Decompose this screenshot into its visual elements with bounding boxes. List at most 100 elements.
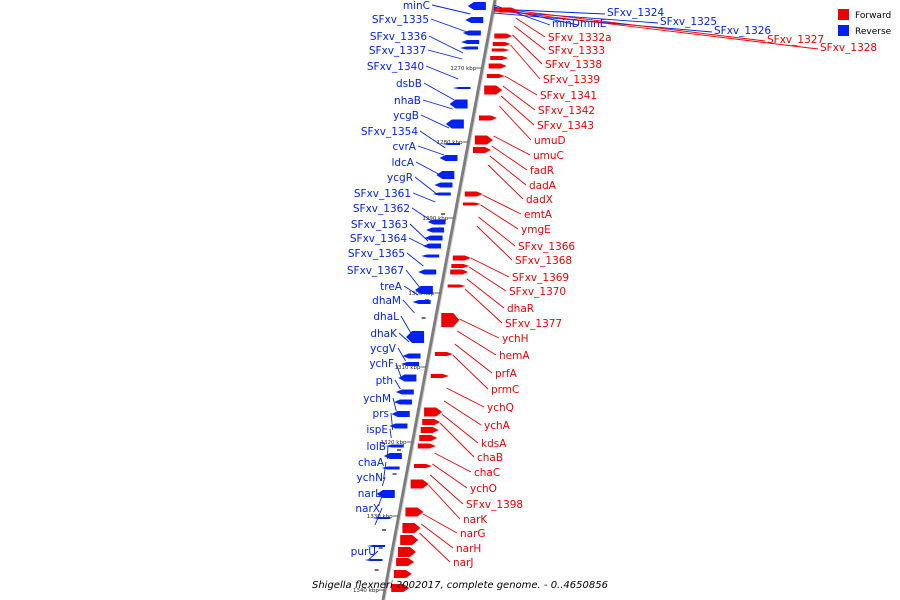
forward-gene-leader	[454, 343, 493, 374]
reverse-gene-arrow	[460, 46, 479, 50]
reverse-gene-arrow	[385, 444, 404, 448]
reverse-gene-leader	[397, 347, 407, 362]
reverse-gene-label: dhaL	[373, 311, 399, 323]
reverse-gene-arrow	[406, 331, 425, 343]
forward-gene-leader	[432, 463, 468, 489]
forward-gene-leader	[482, 194, 522, 215]
forward-gene-label: umuC	[533, 150, 564, 162]
forward-gene-label: SFxv_1369	[512, 272, 569, 284]
reverse-gene-label: SFxv_1365	[348, 248, 405, 260]
reverse-gene-arrow	[445, 119, 464, 129]
reverse-gene-label: cvrA	[393, 141, 417, 153]
kbp-label: 1340 kbp	[353, 588, 379, 594]
forward-gene-arrow	[402, 523, 421, 533]
forward-gene-arrow	[486, 74, 505, 78]
reverse-gene-label: SFxv_1326	[714, 25, 771, 37]
forward-gene-label: SFxv_1368	[515, 255, 572, 267]
forward-gene-arrow	[430, 374, 449, 378]
reverse-gene-leader	[425, 65, 459, 80]
reverse-gene-arrow	[439, 155, 458, 161]
forward-gene-label: ychQ	[487, 402, 514, 414]
forward-gene-label: fadR	[530, 165, 554, 177]
reverse-gene-leader	[395, 362, 403, 381]
forward-gene-label: SFxv_1327	[767, 34, 824, 46]
reverse-gene-leader	[398, 332, 410, 343]
reverse-gene-arrow	[376, 490, 395, 498]
reverse-features: minC SFxv_1335 SFxv_1336 SFxv_1337 SFxv_1340…	[347, 0, 771, 561]
forward-gene-label: kdsA	[481, 438, 507, 450]
forward-gene-leader	[500, 95, 535, 126]
forward-gene-label: SFxv_1338	[545, 59, 602, 71]
reverse-gene-leader	[394, 379, 401, 390]
legend-forward-label: Forward	[855, 11, 891, 21]
reverse-gene-leader	[378, 492, 384, 507]
reverse-gene-leader	[381, 476, 386, 487]
forward-gene-label: SFxv_1377	[505, 318, 562, 330]
forward-gene-leader	[446, 387, 485, 408]
reverse-gene-label: ispE	[366, 424, 388, 436]
forward-gene-label: SFxv_1398	[466, 499, 523, 511]
forward-gene-arrow	[492, 42, 511, 46]
forward-gene-label: narH	[456, 543, 481, 555]
forward-gene-arrow	[451, 264, 470, 268]
reverse-gene-arrow	[401, 362, 420, 366]
reverse-gene-arrow	[424, 235, 443, 241]
reverse-gene-arrow	[442, 143, 461, 145]
forward-gene-label: narK	[463, 514, 488, 526]
forward-gene-leader	[491, 145, 528, 171]
reverse-gene-arrow	[426, 227, 445, 233]
reverse-gene-label: ycgB	[393, 110, 419, 122]
reverse-gene-leader	[392, 397, 397, 412]
reverse-gene-label: SFxv_1337	[369, 45, 426, 57]
reverse-gene-arrow	[423, 243, 442, 249]
reverse-gene-leader	[386, 445, 389, 460]
forward-gene-leader	[420, 523, 454, 549]
forward-gene-label: umuD	[534, 135, 566, 147]
kbp-label: 1290 kbp	[422, 216, 448, 222]
forward-gene-label: chaC	[474, 467, 500, 479]
legend-reverse-swatch	[838, 25, 849, 36]
forward-gene-leader	[434, 452, 472, 473]
forward-gene-leader	[493, 135, 531, 156]
forward-gene-arrow	[488, 63, 507, 69]
kbp-label: 1270 kbp	[450, 66, 476, 72]
forward-gene-leader	[502, 85, 536, 111]
reverse-gene-leader	[430, 18, 468, 33]
forward-gene-leader	[466, 278, 505, 309]
reverse-gene-label: chaA	[358, 457, 385, 469]
reverse-gene-label: ychM	[363, 393, 391, 405]
reverse-gene-label: SFxv_1364	[350, 233, 407, 245]
forward-gene-label: SFxv_1341	[540, 90, 597, 102]
reverse-gene-leader	[412, 192, 436, 203]
reverse-gene-label: SFxv_1361	[354, 188, 411, 200]
reverse-gene-leader	[383, 461, 387, 480]
forward-gene-label: SFxv_1343	[537, 120, 594, 132]
forward-gene-leader	[498, 105, 532, 141]
reverse-gene-label: SFxv_1340	[367, 61, 424, 73]
forward-gene-arrow	[417, 443, 436, 449]
forward-gene-leader	[430, 474, 464, 505]
forward-gene-label: ychH	[502, 333, 529, 345]
reverse-gene-arrow	[421, 254, 440, 258]
reverse-gene-leader	[427, 49, 463, 60]
reverse-gene-label: SFxv_1362	[353, 203, 410, 215]
legend-reverse-label: Reverse	[855, 27, 892, 37]
forward-gene-label: narG	[460, 528, 486, 540]
reverse-gene-leader	[493, 12, 713, 33]
forward-gene-arrow	[393, 570, 412, 578]
reverse-gene-label: SFxv_1335	[372, 14, 429, 26]
reverse-gene-label: SFxv_1367	[347, 265, 404, 277]
forward-gene-label: ymgE	[521, 224, 551, 236]
legend-forward-swatch	[838, 9, 849, 20]
reverse-gene-leader	[428, 35, 464, 54]
reverse-gene-arrow	[383, 453, 402, 459]
forward-gene-arrow	[452, 255, 471, 261]
forward-gene-arrow	[396, 558, 415, 566]
forward-gene-arrow	[450, 269, 469, 275]
genome-axis	[381, 0, 497, 600]
forward-gene-arrow	[447, 284, 466, 288]
reverse-gene-leader	[405, 269, 420, 288]
reverse-gene-arrow	[414, 286, 433, 294]
reverse-gene-label: prs	[373, 408, 389, 420]
kbp-label: 1310 kbp	[395, 365, 421, 371]
